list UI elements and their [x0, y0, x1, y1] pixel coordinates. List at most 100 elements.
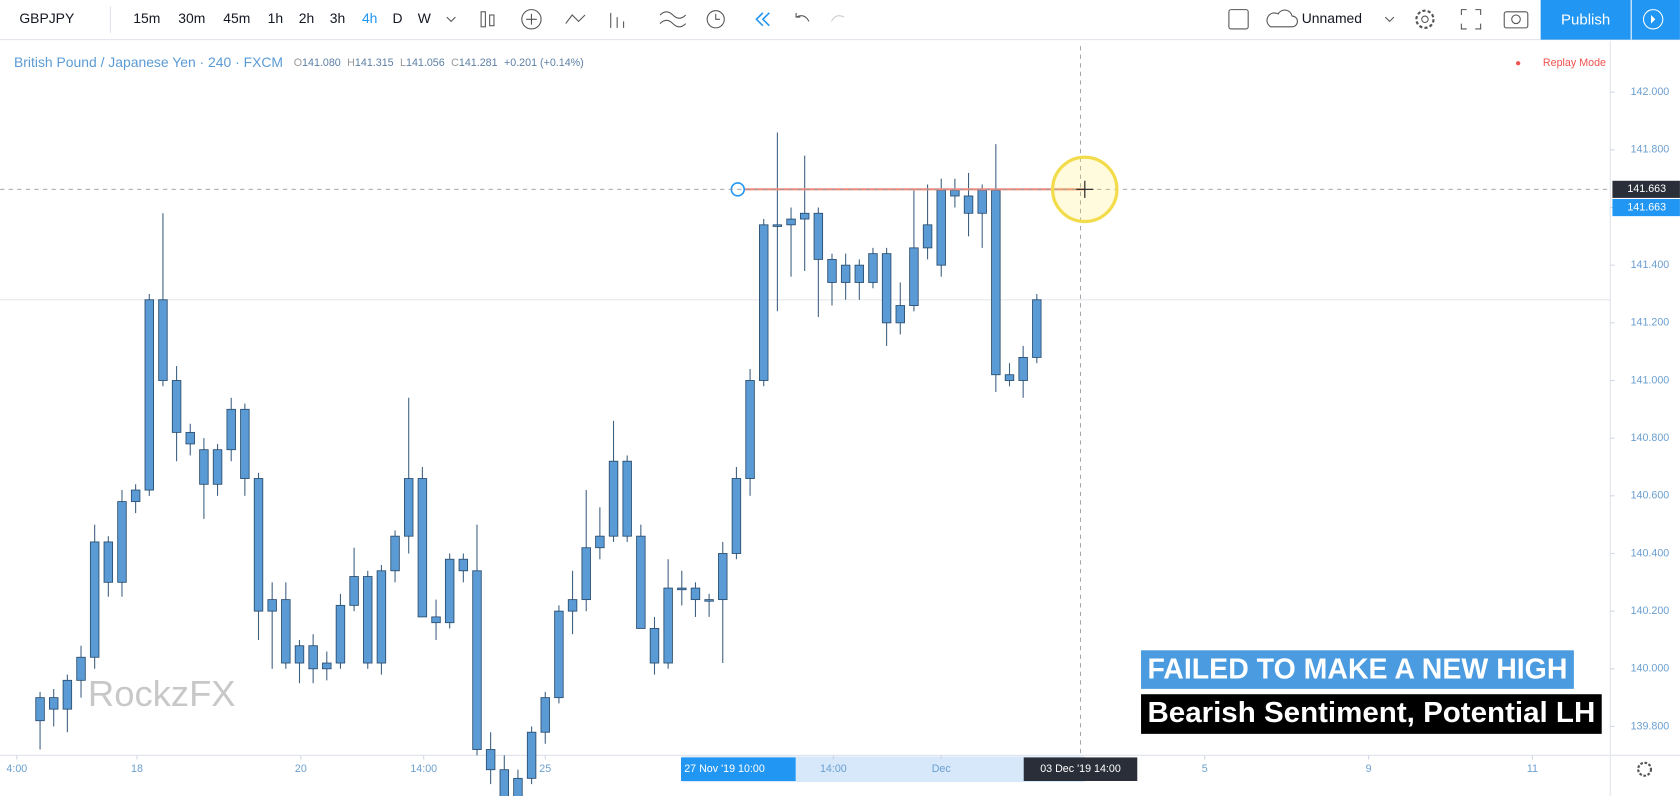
- undo-icon[interactable]: [795, 12, 810, 22]
- candle-body: [458, 558, 469, 572]
- replay-icon[interactable]: [755, 12, 770, 27]
- candle-body: [267, 599, 277, 612]
- interval[interactable]: 2h: [299, 10, 314, 26]
- x-tick-label: 14:00: [410, 763, 437, 775]
- candle-body: [977, 189, 987, 214]
- candle-body: [240, 408, 250, 479]
- y-tick-label: 140.000: [1631, 663, 1670, 675]
- ohlc-value: 141.080: [302, 57, 341, 69]
- candle-body: [895, 305, 905, 324]
- interval[interactable]: 3h: [330, 10, 345, 26]
- candle-body: [1032, 299, 1042, 358]
- fullscreen-icon[interactable]: [1460, 9, 1482, 30]
- replay-mode[interactable]: Replay Mode: [1543, 57, 1606, 69]
- candle-body: [281, 599, 291, 664]
- candle-body: [212, 449, 223, 485]
- candle-body: [608, 460, 619, 537]
- candle-body: [840, 264, 851, 283]
- interval[interactable]: 30m: [178, 10, 205, 26]
- candle-body: [404, 478, 414, 537]
- publish-label[interactable]: Publish: [1561, 11, 1610, 28]
- interval[interactable]: W: [418, 10, 432, 26]
- candle-body: [827, 258, 837, 283]
- ohlc-key: O: [294, 57, 302, 69]
- candle-body: [786, 218, 796, 226]
- candle-body: [513, 777, 523, 796]
- y-tick-label: 140.600: [1631, 490, 1670, 502]
- change: +0.201 (+0.14%): [504, 57, 584, 69]
- y-tick-label: 142.000: [1631, 86, 1670, 98]
- candle-body: [444, 558, 455, 624]
- x-tick-label: 11: [1527, 763, 1538, 775]
- candle-body: [799, 212, 810, 220]
- candle-body: [922, 224, 933, 249]
- publish-button[interactable]: [1540, 0, 1631, 40]
- layout-caret[interactable]: [1384, 16, 1395, 23]
- candle-body: [294, 645, 305, 664]
- interval[interactable]: 1h: [268, 10, 283, 26]
- candle-body: [103, 541, 114, 583]
- candle-body: [431, 616, 441, 624]
- candle-body: [171, 380, 182, 433]
- financials-icon[interactable]: [610, 12, 625, 28]
- candle-style-icon[interactable]: [480, 11, 495, 28]
- publish-menu-icon[interactable]: [1642, 9, 1664, 30]
- candle-body: [1018, 357, 1028, 381]
- plot: [0, 46, 1611, 796]
- compare-icon[interactable]: [565, 14, 586, 24]
- candle-body: [745, 380, 755, 479]
- annotation: FAILED TO MAKE A NEW HIGH: [1147, 653, 1567, 685]
- cloud-icon[interactable]: [1266, 9, 1298, 28]
- snapshot-icon[interactable]: [1503, 11, 1529, 29]
- interval[interactable]: 45m: [223, 10, 250, 26]
- symbol-description: British Pound / Japanese Yen · 240 · FXC…: [14, 54, 283, 70]
- candle-body: [868, 253, 878, 283]
- publish-menu[interactable]: [1631, 0, 1680, 40]
- settings-icon[interactable]: [1415, 9, 1435, 29]
- layout-name[interactable]: Unnamed: [1302, 10, 1362, 26]
- ohlc-value: 141.281: [459, 57, 498, 69]
- crosshair-time-box: [1023, 757, 1138, 782]
- candle-body: [567, 599, 578, 612]
- interval[interactable]: 4h: [362, 10, 377, 26]
- candle-body: [117, 501, 127, 583]
- candle-body: [991, 189, 1001, 376]
- alert-icon[interactable]: [706, 10, 725, 29]
- indicators-icon[interactable]: [521, 9, 542, 30]
- interval-caret[interactable]: [446, 16, 456, 23]
- candle-body: [936, 189, 946, 266]
- y-tick-label: 141.800: [1631, 144, 1670, 156]
- candle-body: [813, 212, 824, 260]
- symbol[interactable]: GBPJPY: [19, 10, 74, 26]
- candle-body: [308, 645, 318, 670]
- candle-body: [76, 656, 86, 681]
- templates-icon[interactable]: [659, 11, 687, 28]
- candle-body: [253, 478, 264, 612]
- candle-body: [718, 553, 728, 601]
- candle-body: [581, 547, 591, 601]
- crosshair-price-box: [1612, 180, 1680, 198]
- candle-body: [363, 576, 373, 664]
- candle-body: [349, 576, 359, 606]
- candle-body: [540, 697, 550, 733]
- cursor: [1076, 180, 1094, 198]
- candle-body: [158, 299, 168, 381]
- candle-body: [854, 264, 865, 283]
- annotation-box: [1141, 650, 1574, 689]
- candle-body: [704, 599, 714, 602]
- candle-body: [335, 604, 346, 664]
- x-tick-label: 4:00: [6, 763, 27, 775]
- candle-body: [89, 541, 100, 658]
- publish-menu-arrow: [1650, 14, 1656, 24]
- candle-body: [199, 449, 209, 485]
- watermark: RockzFX: [88, 673, 236, 714]
- axis-settings-icon[interactable]: [1637, 761, 1653, 777]
- interval[interactable]: 15m: [133, 10, 160, 26]
- candle-body: [226, 408, 236, 451]
- redo-icon[interactable]: [830, 15, 845, 22]
- interval[interactable]: D: [393, 10, 403, 26]
- y-tick-label: 140.400: [1631, 547, 1670, 559]
- x-tick-label: 5: [1202, 763, 1208, 775]
- candle-body: [881, 253, 892, 324]
- select-icon[interactable]: [1228, 9, 1249, 30]
